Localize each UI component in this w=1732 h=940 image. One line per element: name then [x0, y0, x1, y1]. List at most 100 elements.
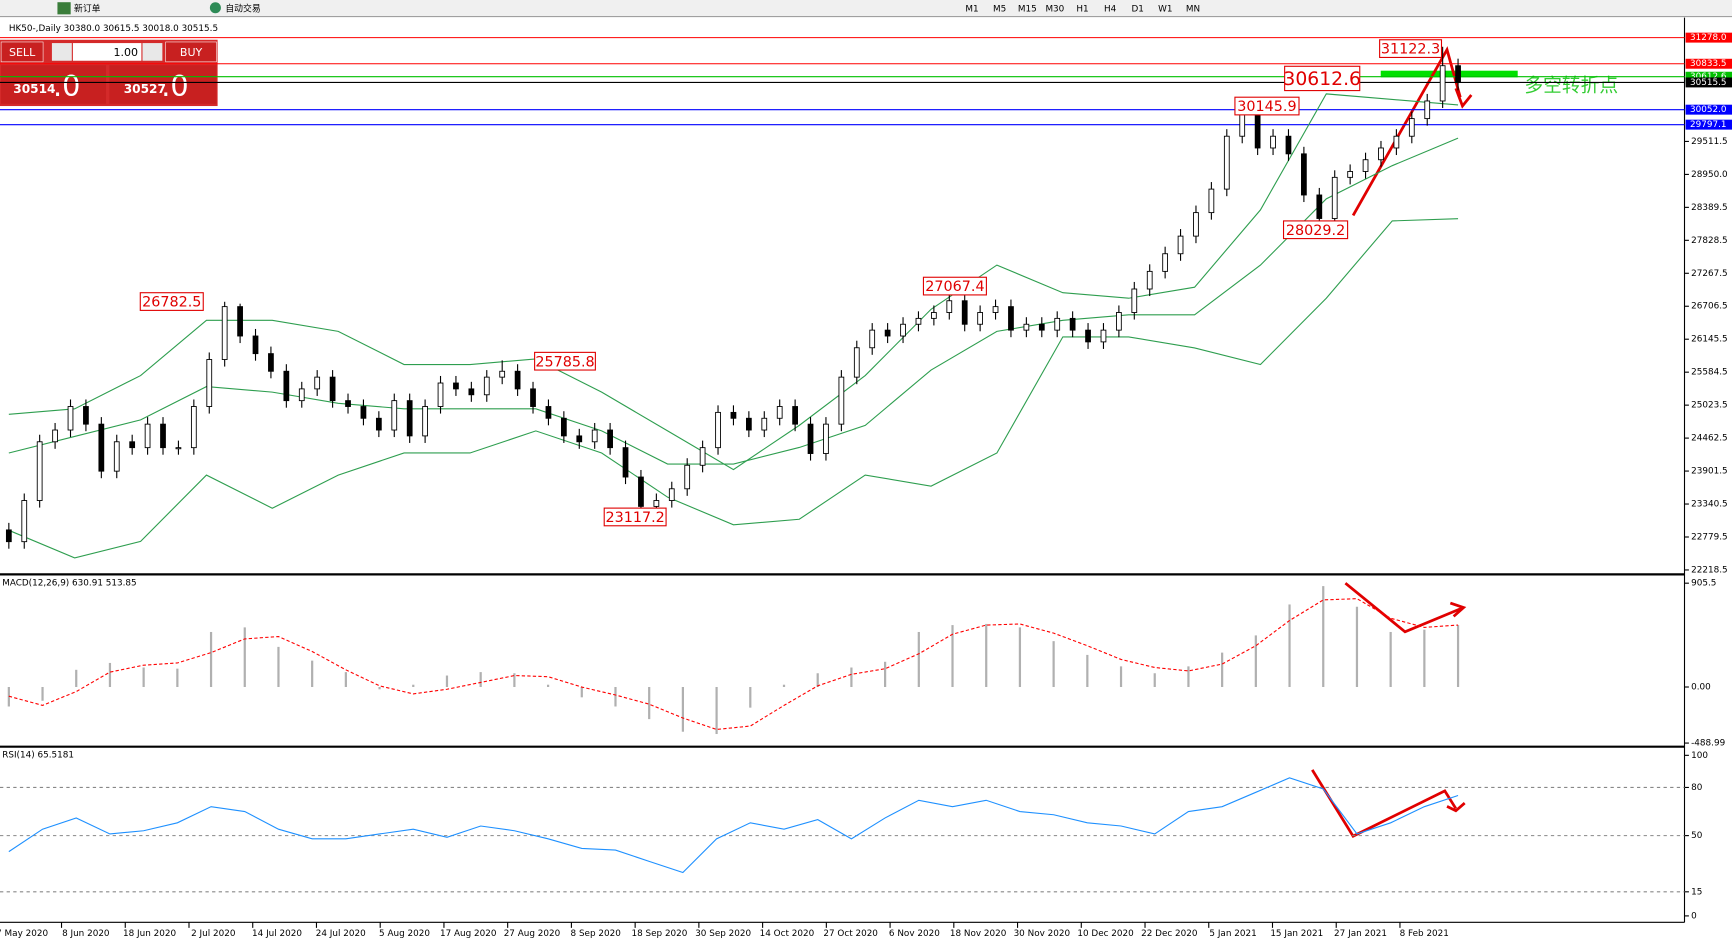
y-tick-label: 0	[1691, 911, 1697, 921]
lot-value[interactable]: 1.00	[114, 46, 139, 59]
bid-price[interactable]: 30514	[13, 82, 55, 96]
y-tick-label: 25023.5	[1691, 401, 1728, 411]
macd-bar	[176, 668, 179, 688]
candle-body	[1116, 312, 1122, 331]
timeframe-button[interactable]: M5	[993, 4, 1006, 14]
ask-point[interactable]: .0	[161, 69, 188, 103]
y-tick-label: 23901.5	[1691, 467, 1728, 477]
price-marker-label: 30515.5	[1690, 78, 1727, 88]
sell-label[interactable]: SELL	[9, 46, 36, 59]
macd-bar	[1355, 606, 1359, 688]
y-tick-label: 100	[1691, 751, 1708, 761]
new-order-button[interactable]: 新订单	[74, 2, 101, 14]
annotation-label: 27067.4	[925, 279, 984, 295]
ask-price[interactable]: 30527	[124, 82, 166, 96]
price-marker	[1685, 71, 1732, 82]
timeframe-button[interactable]: W1	[1158, 4, 1172, 14]
candle-body	[406, 400, 413, 437]
buy-label[interactable]: BUY	[180, 46, 203, 59]
candle-body	[268, 353, 274, 372]
timeframe-button[interactable]: M15	[1018, 4, 1037, 14]
timeframe-button[interactable]: M30	[1045, 4, 1064, 14]
candle-body	[792, 406, 798, 425]
candle-body	[1223, 135, 1230, 190]
macd-bar	[917, 631, 920, 688]
price-marker-label: 30052.0	[1690, 105, 1727, 115]
lot-decrease[interactable]	[51, 43, 72, 61]
macd-bar	[985, 623, 988, 688]
annotation-box	[922, 276, 987, 296]
time-label: 30 Sep 2020	[695, 929, 751, 939]
bid-point[interactable]: .0	[53, 69, 80, 103]
candle-body	[1208, 188, 1215, 214]
candle-body	[1146, 270, 1153, 290]
buy-button[interactable]	[165, 41, 217, 63]
timeframe-button[interactable]: D1	[1132, 4, 1144, 14]
candle-body	[745, 417, 752, 431]
price-marker	[1685, 104, 1732, 115]
auto-trade-icon[interactable]	[209, 2, 221, 14]
ask-box[interactable]	[109, 65, 217, 104]
rsi-title: RSI(14) 65.5181	[2, 751, 74, 761]
candle-body	[900, 323, 906, 337]
macd-bar	[311, 660, 314, 688]
candle-body	[1439, 65, 1446, 102]
time-label: 15 Jan 2021	[1270, 929, 1323, 939]
candle-body	[360, 406, 367, 419]
y-tick-label: 27828.5	[1691, 236, 1728, 246]
macd-bar	[445, 675, 449, 688]
y-tick-label: 24462.5	[1691, 434, 1728, 444]
candle-body	[1316, 194, 1323, 219]
y-tick-label: 27267.5	[1691, 269, 1728, 279]
y-tick-label: 23340.5	[1691, 500, 1728, 510]
macd-bar	[1018, 627, 1022, 688]
price-marker	[1685, 119, 1732, 130]
y-tick-label: 26706.5	[1691, 302, 1728, 312]
y-tick-label: -488.99	[1691, 739, 1725, 749]
time-label: 18 Jun 2020	[123, 929, 176, 939]
macd-bar	[209, 631, 213, 688]
y-tick-label: 15	[1691, 887, 1702, 897]
candle-body	[83, 406, 89, 425]
timeframe-button[interactable]: MN	[1186, 4, 1200, 14]
macd-bar	[850, 667, 853, 688]
candle-body	[1038, 323, 1045, 331]
candle-body	[1100, 329, 1107, 343]
y-tick-label: 26145.5	[1691, 335, 1728, 345]
lot-increase[interactable]	[142, 43, 163, 61]
macd-bar	[1423, 629, 1426, 688]
macd-bar	[1153, 673, 1156, 688]
macd-bar	[378, 687, 381, 690]
annotation-label: 30145.9	[1237, 99, 1296, 115]
sell-button[interactable]	[0, 41, 44, 63]
timeframe-button[interactable]: H1	[1076, 4, 1088, 14]
candle-body	[221, 306, 228, 360]
macd-arrowhead	[1449, 601, 1467, 618]
candle-body	[468, 388, 475, 396]
candle-body	[129, 441, 136, 449]
new-order-icon[interactable]	[57, 2, 71, 15]
annotation-label: 25785.8	[535, 354, 594, 370]
time-label: 5 Jan 2021	[1209, 929, 1256, 939]
candle-body	[1069, 317, 1076, 331]
candle-body	[946, 300, 953, 313]
candle-body	[1023, 323, 1030, 331]
macd-bar	[681, 687, 684, 732]
bollinger-upper	[8, 93, 1459, 471]
macd-bar	[513, 673, 516, 688]
candle-body	[98, 423, 105, 472]
candle-body	[190, 406, 197, 449]
lot-input[interactable]	[72, 43, 142, 61]
candle-body	[823, 423, 829, 454]
timeframe-button[interactable]: H4	[1104, 4, 1117, 14]
time-label: 10 Dec 2020	[1077, 929, 1134, 939]
bid-box[interactable]	[1, 65, 107, 104]
time-label: 17 Aug 2020	[440, 929, 497, 939]
macd-bar	[1052, 641, 1055, 688]
price-marker-label: 30833.5	[1690, 59, 1727, 69]
auto-trade-button[interactable]: 自动交易	[225, 2, 260, 14]
timeframe-button[interactable]: M1	[965, 4, 978, 14]
candle-body	[961, 300, 968, 325]
macd-bar	[1456, 625, 1460, 688]
annotation-label: 26782.5	[142, 295, 201, 311]
